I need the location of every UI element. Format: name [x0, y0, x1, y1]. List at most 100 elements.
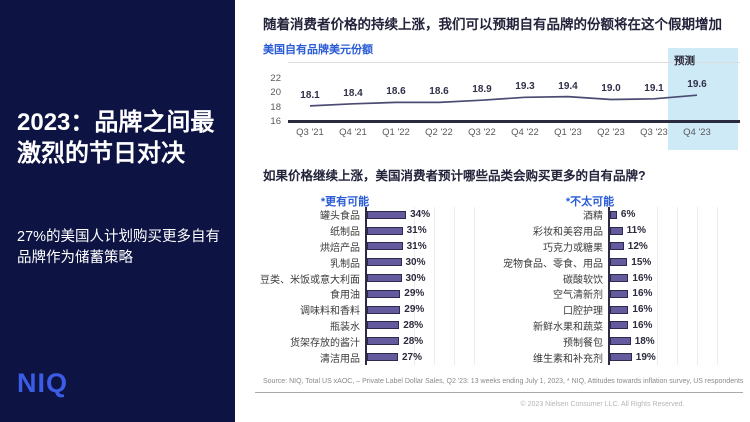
y-tick-label: 16	[270, 116, 281, 127]
less-likely-bar-chart: 酒精 6% 彩妆和美容用品 11% 巧克力或糖果 12% 宠物食品、零食、用品 15% 碳酸软饮…	[498, 207, 746, 367]
gridline	[454, 207, 455, 365]
bar-label: 巧克力或糖果	[543, 242, 603, 254]
bar-row: 巧克力或糖果 12%	[498, 238, 746, 255]
data-point-label: 18.1	[300, 89, 320, 101]
bar-row: 口腔护理 16%	[498, 301, 746, 318]
bar-label: 彩妆和美容用品	[533, 227, 603, 239]
bar	[610, 226, 623, 235]
copyright-note: © 2023 Nielsen Consumer LLC. All Rights …	[520, 401, 685, 408]
x-tick-label: Q4 '21	[339, 127, 367, 138]
x-tick-label: Q4 '23	[683, 127, 711, 138]
bar-row: 瓶装水 28%	[255, 317, 503, 334]
bar-zone: 12%	[608, 238, 746, 255]
bar-zone: 16%	[608, 301, 746, 318]
bar-label: 烘焙产品	[320, 242, 360, 254]
bar	[610, 242, 624, 251]
gridline	[414, 207, 415, 365]
bar-row: 纸制品 31%	[255, 222, 503, 239]
bar-zone: 28%	[365, 317, 503, 334]
bar-value-label: 19%	[635, 351, 656, 363]
bar-zone: 28%	[365, 333, 503, 350]
bar-label: 预制餐包	[563, 337, 603, 349]
bar-row: 食用油 29%	[255, 285, 503, 302]
bar-row: 酒精 6%	[498, 207, 746, 223]
bar-row: 调味料和香料 29%	[255, 301, 503, 318]
chart-top-gridline	[288, 62, 740, 63]
bar-zone: 18%	[608, 333, 746, 350]
data-point-label: 19.0	[601, 83, 621, 95]
slide-subtitle: 27%的美国人计划购买更多自有品牌作为储蓄策略	[17, 229, 221, 267]
bar-label: 维生素和补充剂	[533, 353, 603, 365]
bar-row: 烘焙产品 31%	[255, 238, 503, 255]
trend-line	[309, 94, 698, 107]
x-tick-label: Q3 '23	[640, 127, 668, 138]
bar	[610, 274, 629, 283]
data-point-label: 18.9	[472, 84, 492, 96]
bar-zone: 16%	[608, 285, 746, 302]
bar-label: 货架存放的酱汁	[290, 337, 360, 349]
bar-label: 宠物食品、零食、用品	[503, 258, 603, 270]
headline: 随着消费者价格的持续上涨，我们可以预期自有品牌的份额将在这个假期增加	[263, 17, 722, 32]
bar-label: 新鲜水果和蔬菜	[533, 321, 603, 333]
bar-label: 清洁用品	[320, 353, 360, 365]
bar-zone: 34%	[365, 207, 503, 223]
bar-row: 货架存放的酱汁 28%	[255, 333, 503, 350]
bar	[610, 337, 631, 346]
bar	[367, 321, 400, 330]
bar-row: 预制餐包 18%	[498, 333, 746, 350]
bar	[610, 353, 632, 362]
bar-value-label: 34%	[410, 209, 431, 221]
slide-title: 2023：品牌之间最激烈的节日对决	[17, 109, 215, 167]
x-tick-label: Q3 '22	[468, 127, 496, 138]
bar-value-label: 6%	[620, 209, 636, 221]
bar-value-label: 18%	[634, 335, 655, 347]
bar-row: 宠物食品、零食、用品 15%	[498, 254, 746, 271]
bar-row: 罐头食品 34%	[255, 207, 503, 223]
bar	[367, 226, 403, 235]
bar-value-label: 16%	[632, 272, 653, 284]
bar-zone: 11%	[608, 222, 746, 239]
bar-value-label: 29%	[404, 304, 425, 316]
bar-label: 乳制品	[330, 258, 360, 270]
y-tick-label: 18	[270, 101, 281, 113]
bar-value-label: 30%	[405, 256, 426, 268]
bar-zone: 16%	[608, 317, 746, 334]
bar-zone: 19%	[608, 349, 746, 365]
bar-row: 清洁用品 27%	[255, 349, 503, 365]
bar-value-label: 31%	[406, 240, 427, 252]
bar-value-label: 28%	[403, 319, 424, 331]
more-likely-header: *更有可能	[320, 196, 370, 208]
data-point-label: 19.3	[515, 81, 535, 93]
gridline	[434, 207, 435, 365]
x-tick-label: Q3 '21	[296, 127, 324, 138]
bar-value-label: 11%	[626, 225, 647, 237]
footer-divider	[255, 392, 743, 393]
more-likely-bar-chart: 罐头食品 34% 纸制品 31% 烘焙产品 31% 乳制品 30% 豆类、米饭或意大利面 30% 食…	[255, 207, 503, 367]
bar-value-label: 28%	[403, 335, 424, 347]
bar-row: 新鲜水果和蔬菜 16%	[498, 317, 746, 334]
bar	[610, 258, 628, 267]
bar-value-label: 27%	[402, 351, 423, 363]
bar	[367, 274, 402, 283]
bar-label: 豆类、米饭或意大利面	[260, 274, 360, 286]
gridline	[657, 207, 658, 365]
bar-value-label: 30%	[405, 272, 426, 284]
data-point-label: 19.6	[687, 79, 707, 91]
x-tick-label: Q1 '22	[382, 127, 410, 138]
gridline	[717, 207, 718, 365]
bar-row: 乳制品 30%	[255, 254, 503, 271]
bar	[367, 210, 407, 219]
bar-label: 纸制品	[330, 227, 360, 239]
data-point-label: 18.6	[429, 86, 449, 98]
bar	[610, 210, 617, 219]
bar-zone: 16%	[608, 270, 746, 286]
bar-zone: 15%	[608, 254, 746, 271]
line-chart-title: 美国自有品牌美元份额	[263, 44, 373, 56]
data-point-label: 19.4	[558, 80, 578, 92]
x-tick-label: Q2 '23	[597, 127, 625, 138]
bar	[367, 289, 401, 298]
bar-row: 豆类、米饭或意大利面 30%	[255, 270, 503, 286]
bar-label: 口腔护理	[563, 306, 603, 318]
bar-value-label: 29%	[404, 288, 425, 300]
